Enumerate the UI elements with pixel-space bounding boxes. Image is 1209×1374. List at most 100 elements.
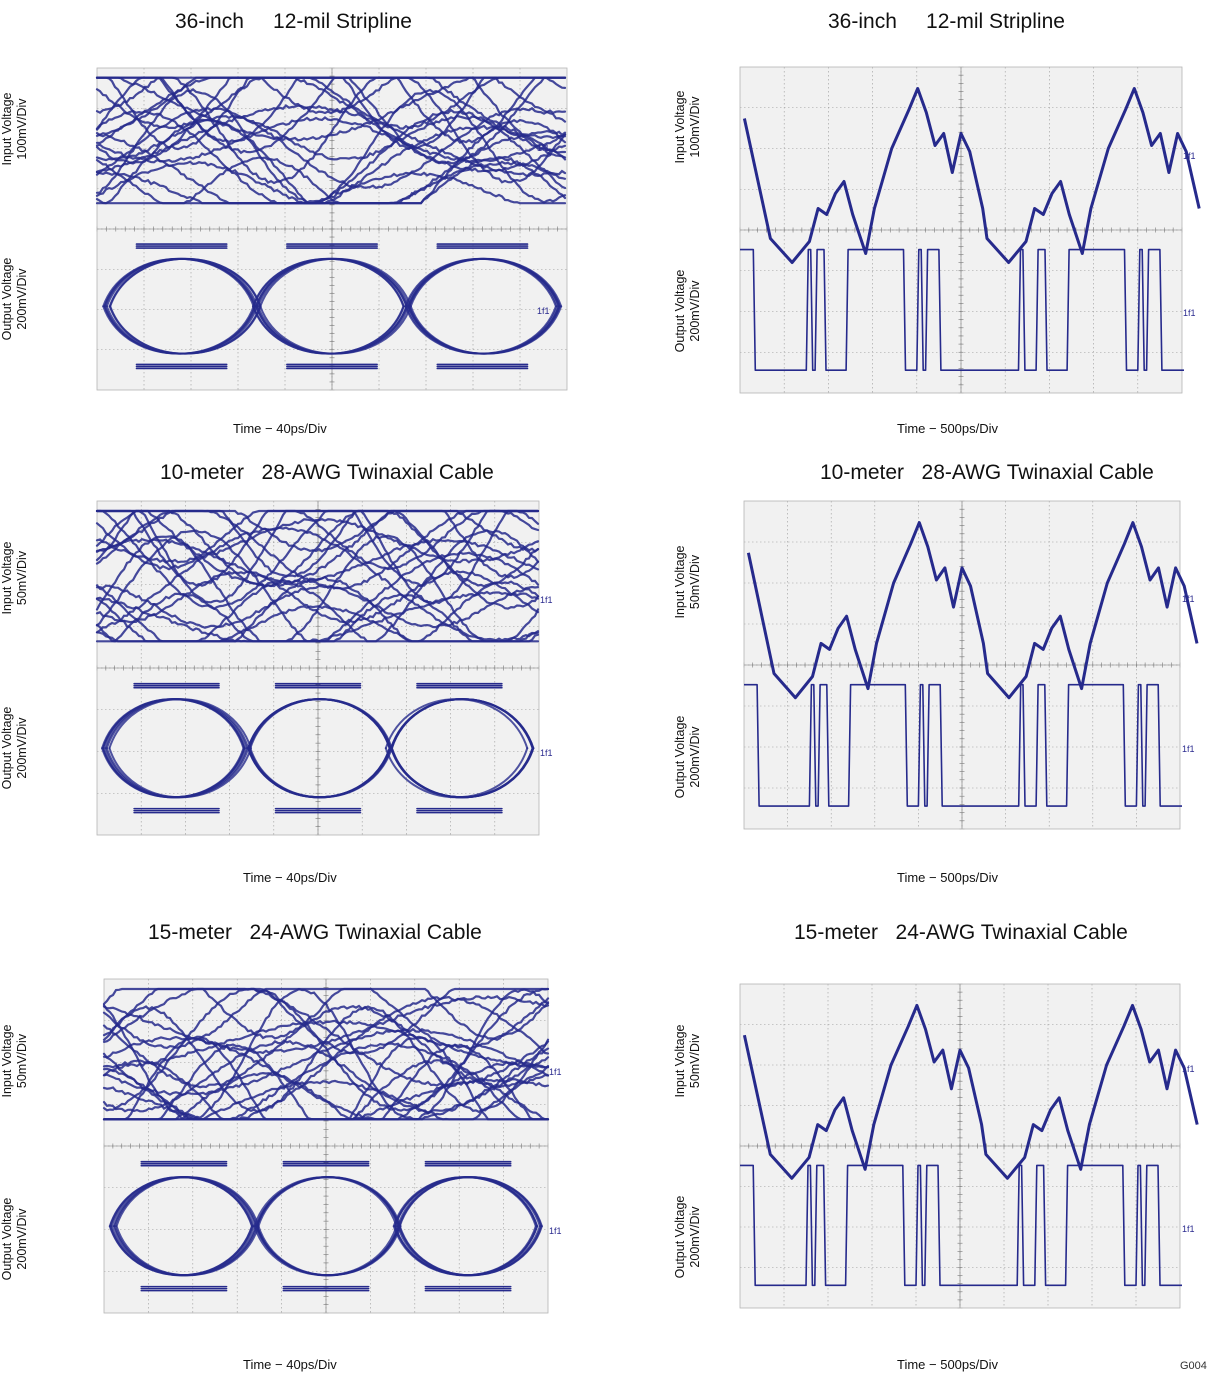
input-eye-trace bbox=[102, 987, 550, 1087]
output-eye-trace bbox=[384, 747, 529, 799]
output-eye-trace bbox=[108, 1176, 253, 1228]
output-eye-trace bbox=[398, 1176, 543, 1228]
output-eye-trace bbox=[257, 257, 410, 308]
output-eye-trace bbox=[407, 257, 561, 308]
input-eye-trace bbox=[102, 987, 550, 1040]
output-eye-trace bbox=[404, 257, 557, 308]
output-eye-trace bbox=[390, 747, 534, 799]
input-voltage-label: Input Voltage 50mV/Div bbox=[673, 1024, 702, 1098]
output-eye-trace bbox=[248, 747, 392, 799]
trace-marker: 1f1 bbox=[1182, 594, 1195, 604]
input-eye-trace bbox=[102, 1043, 550, 1121]
trace-marker: 1f1 bbox=[1182, 744, 1195, 754]
input-eye-trace bbox=[102, 995, 550, 1121]
scope-frame bbox=[103, 978, 549, 1314]
x-axis-label: Time − 40ps/Div bbox=[233, 421, 327, 436]
wave-traces bbox=[740, 1003, 1199, 1287]
scope-frame bbox=[96, 67, 568, 391]
x-axis-label: Time − 500ps/Div bbox=[897, 1357, 999, 1372]
output-eye-trace bbox=[390, 698, 535, 750]
input-eye-trace bbox=[102, 1071, 550, 1121]
wave-traces bbox=[740, 87, 1201, 371]
scope-frame bbox=[96, 500, 540, 836]
output-eye-trace bbox=[390, 698, 534, 750]
trace-marker: 1f1 bbox=[549, 1067, 562, 1077]
trace-marker: 1f1 bbox=[1182, 1064, 1195, 1074]
output-eye-trace bbox=[105, 257, 259, 308]
scope-svg bbox=[739, 983, 1199, 1309]
input-eye-trace bbox=[102, 1005, 550, 1114]
output-eye-trace bbox=[255, 1176, 400, 1228]
output-eye-trace bbox=[257, 305, 410, 355]
output-eye-trace bbox=[394, 1176, 539, 1228]
eye-traces bbox=[95, 509, 540, 814]
output-eye-trace bbox=[390, 747, 534, 799]
output-eye-trace bbox=[407, 257, 560, 308]
eye-traces bbox=[102, 987, 550, 1292]
output-eye-trace bbox=[390, 747, 534, 799]
x-axis-label: Time − 40ps/Div bbox=[243, 870, 337, 885]
output-eye-trace bbox=[247, 698, 391, 750]
output-eye-trace bbox=[390, 747, 535, 799]
output-eye-trace bbox=[409, 257, 563, 308]
output-eye-trace bbox=[108, 257, 262, 308]
input-eye-trace bbox=[95, 76, 567, 115]
scope-grid bbox=[739, 66, 1183, 394]
output-eye-trace bbox=[247, 698, 391, 750]
panel-title: 15-meter 24-AWG Twinaxial Cable bbox=[148, 921, 482, 944]
output-eye-trace bbox=[110, 1225, 255, 1277]
scope-eye-1 bbox=[95, 67, 568, 391]
input-eye-trace bbox=[95, 171, 567, 205]
output-eye-trace bbox=[256, 1225, 401, 1277]
output-voltage-label: Output Voltage 200mV/Div bbox=[0, 706, 29, 790]
output-eye-trace bbox=[256, 1176, 401, 1228]
input-eye-trace bbox=[95, 106, 567, 190]
panel-title: 10-meter 28-AWG Twinaxial Cable bbox=[820, 461, 1154, 484]
output-voltage-label: Output Voltage 200mV/Div bbox=[0, 1197, 29, 1281]
scope-grid bbox=[103, 978, 549, 1314]
output-waveform bbox=[740, 1164, 1182, 1287]
output-eye-trace bbox=[390, 698, 534, 750]
output-eye-trace bbox=[112, 1176, 257, 1228]
input-waveform bbox=[742, 87, 1201, 264]
trace-marker: 1f1 bbox=[1183, 308, 1196, 318]
output-eye-trace bbox=[104, 698, 248, 750]
input-eye-trace bbox=[102, 987, 550, 1112]
output-eye-trace bbox=[398, 1225, 543, 1277]
scope-eye-2 bbox=[95, 500, 540, 836]
output-eye-trace bbox=[257, 1176, 402, 1228]
scope-eye-3 bbox=[102, 978, 550, 1314]
trace-marker: 1f1 bbox=[1183, 151, 1196, 161]
input-voltage-label: Input Voltage 50mV/Div bbox=[0, 541, 29, 615]
output-eye-trace bbox=[247, 747, 391, 799]
scope-grid bbox=[739, 983, 1181, 1309]
output-eye-trace bbox=[103, 257, 256, 308]
scope-svg bbox=[743, 500, 1199, 830]
scope-svg bbox=[739, 66, 1201, 394]
output-eye-trace bbox=[108, 305, 262, 355]
input-eye-trace bbox=[102, 995, 550, 1055]
panel-title: 10-meter 28-AWG Twinaxial Cable bbox=[160, 461, 494, 484]
output-eye-trace bbox=[256, 1176, 401, 1228]
input-eye-trace bbox=[95, 118, 567, 205]
output-eye-trace bbox=[249, 747, 393, 799]
output-eye-trace bbox=[105, 747, 250, 799]
output-eye-trace bbox=[253, 1225, 398, 1277]
input-voltage-label: Input Voltage 50mV/Div bbox=[673, 545, 702, 619]
output-eye-trace bbox=[247, 747, 391, 799]
input-eye-trace bbox=[95, 584, 540, 629]
scope-svg bbox=[102, 978, 550, 1314]
output-eye-trace bbox=[248, 698, 392, 750]
trace-marker: 1f1 bbox=[540, 748, 553, 758]
wave-traces bbox=[744, 521, 1199, 807]
input-eye-trace bbox=[95, 76, 567, 165]
output-eye-trace bbox=[393, 1176, 538, 1228]
scope-waveform-1 bbox=[739, 66, 1201, 394]
input-eye-trace bbox=[102, 1042, 550, 1121]
output-eye-trace bbox=[396, 1176, 541, 1228]
panel-title: 15-meter 24-AWG Twinaxial Cable bbox=[794, 921, 1128, 944]
output-eye-trace bbox=[255, 257, 408, 308]
output-eye-trace bbox=[398, 1176, 543, 1228]
scope-waveform-3 bbox=[739, 983, 1199, 1309]
trace-marker: 1f1 bbox=[537, 306, 550, 316]
